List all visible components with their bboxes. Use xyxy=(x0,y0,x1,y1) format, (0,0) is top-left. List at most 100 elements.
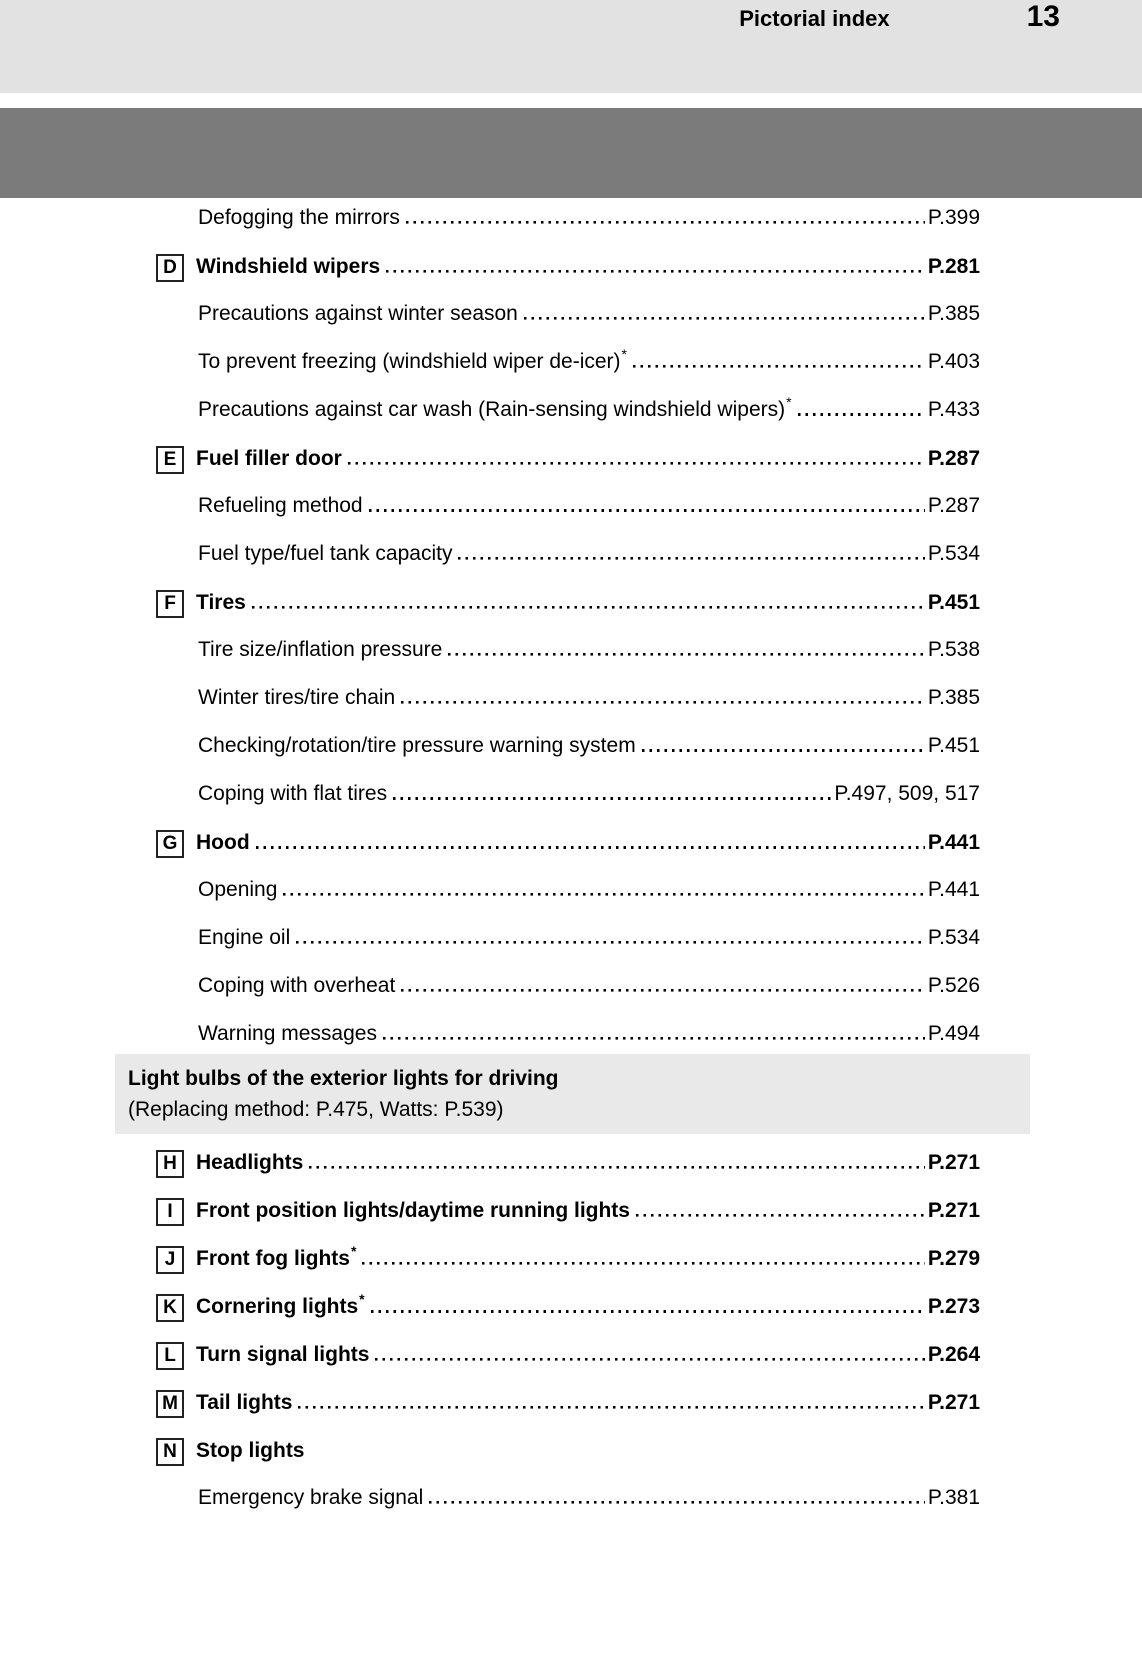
dotted-leader xyxy=(255,846,925,849)
entry-text: Tail lights xyxy=(196,1391,293,1414)
entry-text: Headlights xyxy=(196,1151,304,1174)
index-row: Precautions against winter season P.385 xyxy=(156,302,980,332)
page-ref: P.271 xyxy=(927,1199,980,1222)
footnote-star: * xyxy=(786,394,792,410)
dotted-leader xyxy=(298,1406,925,1409)
dotted-leader xyxy=(429,1501,925,1504)
page-ref: P.451 xyxy=(927,591,980,614)
entry-text: Windshield wipers xyxy=(196,255,381,278)
index-row: L Turn signal lights P.264 xyxy=(156,1342,980,1372)
note-box-title: Light bulbs of the exterior lights for d… xyxy=(128,1067,559,1090)
entry-text: Front position lights/daytime running li… xyxy=(196,1199,630,1222)
dotted-leader xyxy=(347,462,925,465)
section-badge: D xyxy=(156,254,184,282)
page-ref: P.526 xyxy=(927,974,980,997)
index-row: Checking/rotation/tire pressure warning … xyxy=(156,734,980,764)
index-row: Refueling method P.287 xyxy=(156,494,980,524)
entry-label: Emergency brake signal xyxy=(198,1486,423,1510)
entry-label: Precautions against winter season xyxy=(198,302,518,326)
dotted-leader xyxy=(523,317,925,320)
entry-label: Coping with overheat xyxy=(198,974,395,998)
entry-text: Coping with flat tires xyxy=(198,782,388,805)
index-row: Engine oil P.534 xyxy=(156,926,980,956)
entry-text: Engine oil xyxy=(198,926,291,949)
dotted-leader xyxy=(401,701,925,704)
page-ref: P.441 xyxy=(927,878,980,901)
entry-label: Stop lights xyxy=(196,1439,305,1463)
illustration-band xyxy=(0,108,1142,198)
dotted-leader xyxy=(386,270,925,273)
entry-text: Defogging the mirrors xyxy=(198,206,400,229)
dotted-leader xyxy=(375,1358,925,1361)
index-row: H Headlights P.271 xyxy=(156,1150,980,1180)
page-ref: P.534 xyxy=(927,926,980,949)
dotted-leader xyxy=(283,893,925,896)
section-badge: L xyxy=(156,1342,184,1370)
entry-label: Hood xyxy=(196,831,250,855)
index-row: J Front fog lights* P.279 xyxy=(156,1243,980,1276)
entry-label: Front fog lights* xyxy=(196,1243,356,1271)
index-row: Coping with overheat P.526 xyxy=(156,974,980,1004)
index-row: K Cornering lights* P.273 xyxy=(156,1291,980,1324)
index-row: Opening P.441 xyxy=(156,878,980,908)
entry-text: Stop lights xyxy=(196,1439,305,1462)
entry-text: Winter tires/tire chain xyxy=(198,686,396,709)
entry-text: Front fog lights xyxy=(196,1247,350,1270)
section-badge: G xyxy=(156,830,184,858)
entry-text: Refueling method xyxy=(198,494,363,517)
dotted-leader xyxy=(635,1214,925,1217)
index-row: Warning messages P.494 xyxy=(156,1022,980,1052)
entry-label: Tire size/inflation pressure xyxy=(198,638,442,662)
footnote-star: * xyxy=(621,346,627,362)
footnote-star: * xyxy=(350,1243,357,1259)
section-badge: E xyxy=(156,446,184,474)
dotted-leader xyxy=(641,749,925,752)
page-ref: P.534 xyxy=(927,542,980,565)
index-row: E Fuel filler door P.287 xyxy=(156,446,980,476)
section-badge: I xyxy=(156,1198,184,1226)
page-ref: P.281 xyxy=(927,255,980,278)
dotted-leader xyxy=(382,1037,925,1040)
entry-text: Cornering lights xyxy=(196,1295,359,1318)
page-ref: P.271 xyxy=(927,1391,980,1414)
entry-label: Tires xyxy=(196,591,246,615)
section-badge: F xyxy=(156,590,184,618)
dotted-leader xyxy=(370,1310,925,1313)
entry-label: Engine oil xyxy=(198,926,290,950)
section-badge: K xyxy=(156,1294,184,1322)
entry-text: Checking/rotation/tire pressure warning … xyxy=(198,734,636,757)
entry-text: Warning messages xyxy=(198,1022,377,1045)
entry-text: Turn signal lights xyxy=(196,1343,370,1366)
page-ref: P.494 xyxy=(927,1022,980,1045)
entry-text: Emergency brake signal xyxy=(198,1486,424,1509)
page-ref: P.403 xyxy=(927,350,980,373)
entry-text: To prevent freezing (windshield wiper de… xyxy=(198,350,621,373)
dotted-leader xyxy=(632,365,925,368)
entry-label: Defogging the mirrors xyxy=(198,206,400,230)
entry-label: Winter tires/tire chain xyxy=(198,686,395,710)
entry-text: Tire size/inflation pressure xyxy=(198,638,443,661)
entry-label: Refueling method xyxy=(198,494,363,518)
index-row: G Hood P.441 xyxy=(156,830,980,860)
index-row: Emergency brake signal P.381 xyxy=(156,1486,980,1516)
entry-label: Checking/rotation/tire pressure warning … xyxy=(198,734,636,758)
page-ref: P.287 xyxy=(927,447,980,470)
dotted-leader xyxy=(797,413,925,416)
page-ref: P.399 xyxy=(927,206,980,229)
section-badge: J xyxy=(156,1246,184,1274)
page-ref: P.287 xyxy=(927,494,980,517)
page-ref: P.381 xyxy=(927,1486,980,1509)
dotted-leader xyxy=(368,509,925,512)
entry-text: Fuel filler door xyxy=(196,447,342,470)
entry-label: Tail lights xyxy=(196,1391,292,1415)
dotted-leader xyxy=(362,1262,925,1265)
page-ref: P.279 xyxy=(927,1247,980,1270)
dotted-leader xyxy=(458,557,925,560)
index-row: Winter tires/tire chain P.385 xyxy=(156,686,980,716)
index-row: N Stop lights xyxy=(156,1438,980,1468)
entry-label: Cornering lights* xyxy=(196,1291,365,1319)
index-row: F Tires P.451 xyxy=(156,590,980,620)
page-ref: P.385 xyxy=(927,686,980,709)
page-ref: P.264 xyxy=(927,1343,980,1366)
